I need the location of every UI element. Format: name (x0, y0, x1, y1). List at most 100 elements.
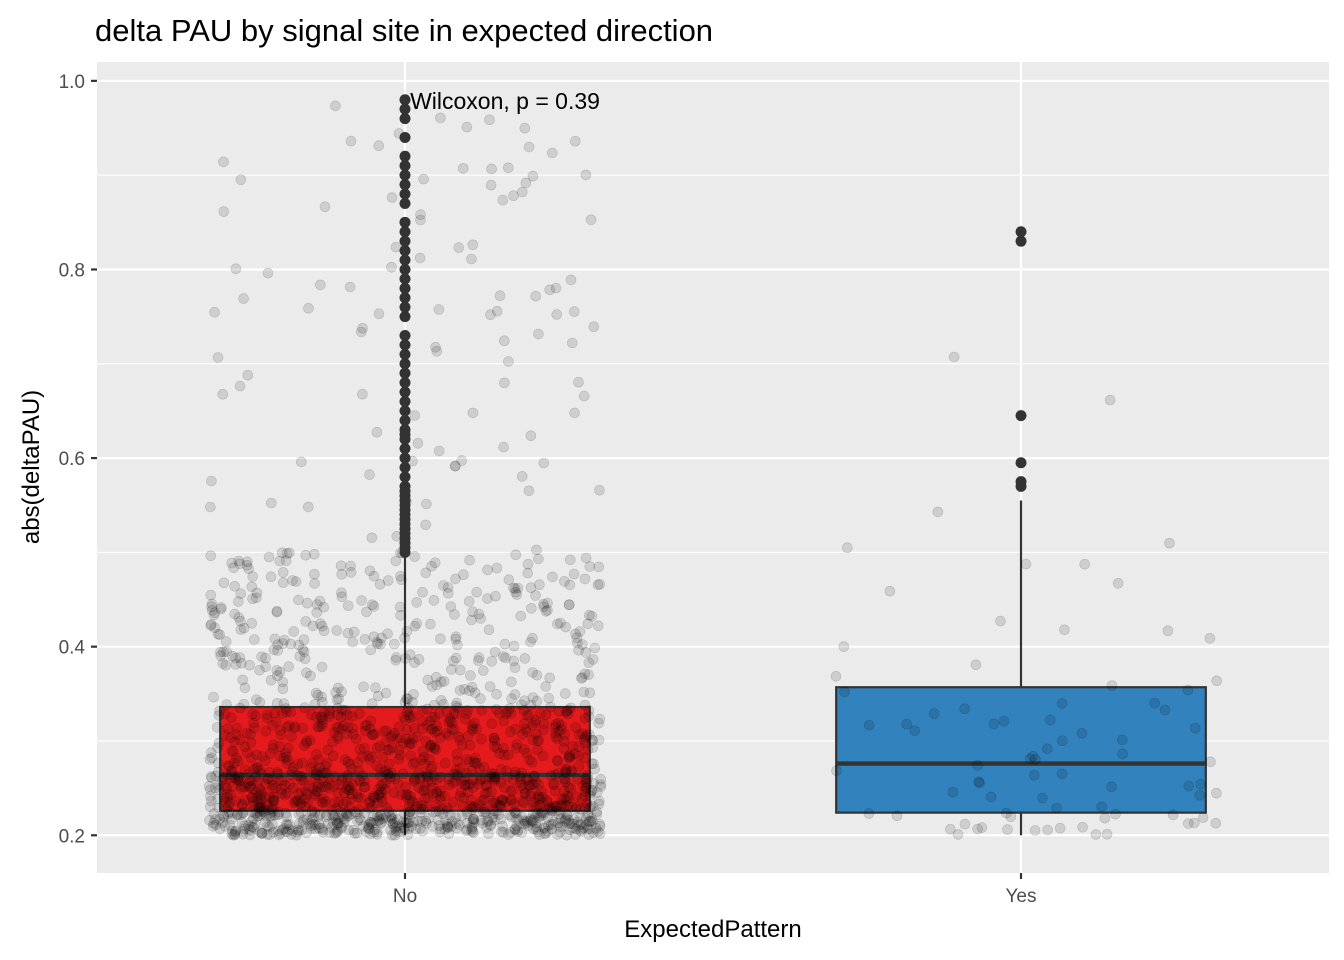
jitter-point (562, 799, 574, 811)
outlier-point (399, 103, 411, 115)
jitter-point (584, 815, 596, 827)
jitter-point (552, 733, 563, 745)
jitter-point (546, 805, 558, 817)
jitter-point (555, 799, 567, 810)
jitter-point (319, 767, 331, 779)
jitter-point (218, 772, 229, 783)
jitter-point (385, 810, 397, 822)
jitter-point (527, 734, 539, 746)
jitter-point (539, 822, 550, 834)
jitter-point (364, 796, 376, 807)
jitter-point (502, 162, 514, 174)
jitter-point (540, 709, 552, 721)
jitter-point (571, 791, 582, 802)
jitter-point (422, 719, 433, 731)
jitter-point (563, 704, 574, 716)
jitter-point (447, 717, 458, 729)
jitter-point (321, 809, 332, 821)
jitter-point (442, 587, 454, 599)
jitter-point (466, 253, 477, 265)
jitter-point (1002, 824, 1013, 835)
jitter-point (259, 778, 271, 790)
jitter-point (404, 649, 416, 661)
jitter-point (521, 710, 533, 721)
jitter-point (311, 599, 323, 610)
jitter-point (476, 705, 488, 716)
jitter-point (459, 713, 471, 725)
jitter-point (368, 631, 380, 643)
jitter-point (505, 794, 517, 806)
jitter-point (335, 711, 347, 723)
jitter-point (366, 698, 378, 709)
jitter-point (550, 719, 562, 730)
jitter-point (376, 787, 387, 799)
jitter-point (587, 827, 599, 839)
jitter-point (520, 177, 532, 189)
jitter-point (392, 826, 404, 838)
jitter-point (533, 811, 545, 823)
jitter-point (441, 706, 453, 718)
jitter-point (307, 819, 319, 830)
jitter-point (560, 767, 572, 779)
jitter-point (553, 808, 564, 820)
jitter-point (408, 722, 420, 734)
jitter-point (321, 757, 333, 769)
jitter-point (433, 445, 445, 457)
jitter-point (394, 732, 406, 744)
jitter-point (527, 692, 539, 703)
jitter-point (1189, 817, 1200, 829)
y-tick-label: 0.4 (59, 638, 86, 659)
outlier-point (399, 273, 411, 285)
jitter-point (332, 702, 343, 714)
jitter-point (417, 825, 428, 837)
jitter-point (573, 761, 585, 772)
jitter-point (291, 826, 303, 838)
jitter-point (343, 784, 355, 796)
jitter-point (302, 814, 313, 825)
jitter-point (469, 687, 481, 699)
jitter-point (218, 206, 230, 217)
jitter-point (450, 573, 461, 585)
outlier-point (399, 462, 411, 473)
jitter-point (331, 817, 343, 829)
jitter-point (353, 774, 365, 786)
jitter-point (367, 818, 379, 829)
jitter-point (323, 773, 335, 784)
jitter-point (521, 818, 533, 829)
jitter-point (582, 823, 594, 834)
jitter-point (511, 589, 523, 600)
jitter-point (526, 756, 538, 768)
jitter-point (369, 791, 381, 803)
jitter-point (593, 734, 605, 746)
jitter-point (548, 800, 560, 812)
jitter-point (355, 793, 367, 804)
jitter-point (998, 715, 1010, 727)
jitter-point (445, 601, 457, 612)
jitter-point (263, 773, 274, 785)
jitter-point (235, 734, 246, 746)
jitter-point (310, 769, 322, 781)
jitter-point (420, 567, 432, 579)
jitter-point (467, 782, 479, 793)
jitter-point (479, 803, 490, 815)
outlier-points (399, 94, 1027, 558)
jitter-point (456, 455, 468, 466)
jitter-point (480, 780, 492, 792)
jitter-point (348, 824, 359, 836)
jitter-point (547, 819, 559, 830)
jitter-point (532, 807, 543, 819)
jitter-point (538, 822, 550, 833)
jitter-point (443, 730, 455, 741)
jitter-point (250, 710, 261, 722)
jitter-point (206, 598, 218, 610)
jitter-point (488, 741, 500, 752)
jitter-point (364, 469, 375, 480)
jitter-point (224, 819, 236, 831)
jitter-point (273, 806, 285, 818)
jitter-point (429, 557, 441, 569)
jitter-point (221, 646, 232, 657)
jitter-point (470, 752, 481, 764)
jitter-point (542, 820, 554, 832)
jitter-point (251, 749, 262, 761)
jitter-point (205, 747, 217, 759)
